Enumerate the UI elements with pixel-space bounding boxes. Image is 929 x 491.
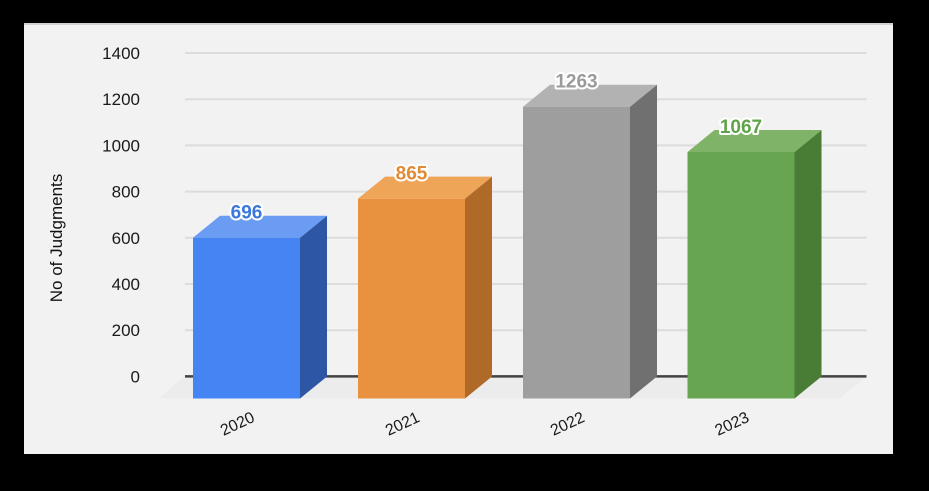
y-tick-label-1200: 1200 xyxy=(102,90,140,109)
y-tick-label-0: 0 xyxy=(131,367,140,386)
bar-front-face xyxy=(358,198,465,399)
bar-value-label-2020: 696 xyxy=(231,203,263,224)
y-tick-label-1000: 1000 xyxy=(102,136,140,155)
bar-top-face xyxy=(687,130,822,153)
bar-value-label-2022: 1263 xyxy=(555,72,597,93)
x-tick-label-2023: 2023 xyxy=(712,409,752,439)
bar-top-face xyxy=(523,84,657,107)
y-axis-title: No of Judgments xyxy=(47,174,66,303)
bar-2022 xyxy=(523,84,657,399)
bar-top-face xyxy=(193,215,327,238)
bar-2023 xyxy=(687,130,822,399)
y-tick-label-800: 800 xyxy=(112,183,140,202)
y-tick-label-1400: 1400 xyxy=(102,44,140,63)
x-tick-label-2020: 2020 xyxy=(218,409,258,439)
y-tick-label-400: 400 xyxy=(112,275,140,294)
x-tick-label-2022: 2022 xyxy=(548,409,588,439)
chart-panel: 0 200 400 600 800 1000 1200 1400 696 2020 865 2021 1… xyxy=(24,23,893,454)
bar-side-face xyxy=(465,176,492,399)
bar-side-face xyxy=(794,130,822,399)
y-tick-label-200: 200 xyxy=(112,321,140,340)
bar-top-face xyxy=(358,176,492,199)
bar-front-face xyxy=(193,237,300,399)
bar-front-face xyxy=(523,106,630,399)
bar-value-label-2021: 865 xyxy=(396,164,428,185)
x-tick-label-2021: 2021 xyxy=(383,409,423,439)
bar-2020 xyxy=(193,215,327,399)
bar-front-face xyxy=(687,152,795,399)
bar-value-label-2023: 1067 xyxy=(720,117,762,138)
bar-chart-3d: 0 200 400 600 800 1000 1200 1400 696 2020 865 2021 1… xyxy=(47,44,867,440)
bar-2021 xyxy=(358,176,492,399)
bar-side-face xyxy=(630,84,657,399)
bar-side-face xyxy=(300,215,327,399)
y-tick-label-600: 600 xyxy=(112,229,140,248)
